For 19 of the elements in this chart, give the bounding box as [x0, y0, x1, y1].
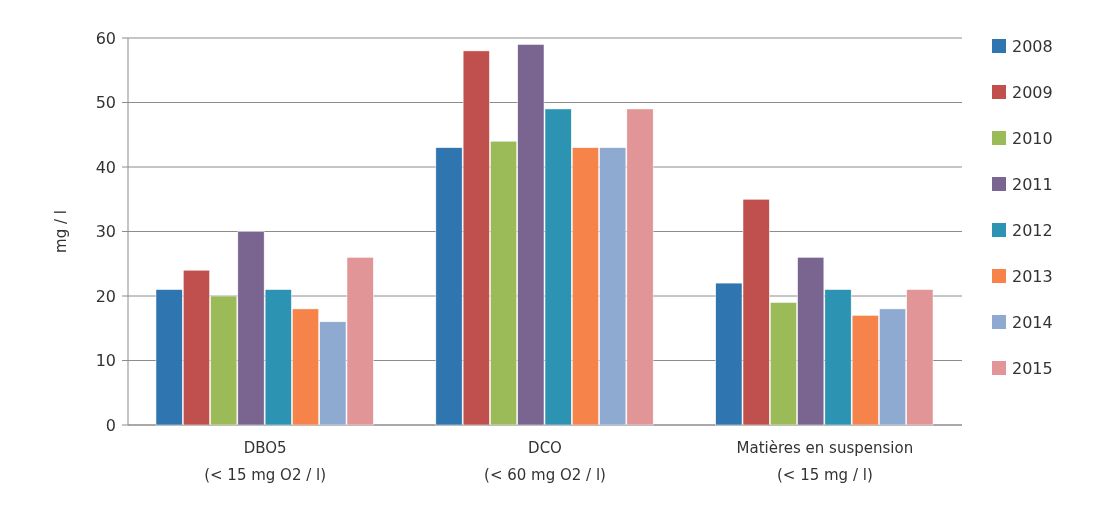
y-tick-label: 0 [105, 415, 116, 435]
legend-label: 2015 [1012, 358, 1053, 378]
legend-label: 2009 [1012, 82, 1053, 102]
y-tick-label: 50 [95, 93, 116, 113]
legend-label: 2008 [1012, 36, 1053, 56]
legend-label: 2012 [1012, 220, 1053, 240]
y-axis-title: mg / l [52, 210, 70, 253]
x-tick-label: DBO5 (< 15 mg O2 / l) [204, 439, 327, 484]
legend-label: 2011 [1012, 174, 1053, 194]
legend-label: 2014 [1012, 312, 1053, 332]
y-tick-label: 10 [95, 351, 116, 371]
legend-label: 2013 [1012, 266, 1053, 286]
y-tick-label: 60 [95, 28, 116, 48]
legend-label: 2010 [1012, 128, 1053, 148]
x-tick-label: Matières en suspension (< 15 mg / l) [736, 439, 914, 484]
y-tick-label: 30 [95, 222, 116, 242]
y-tick-label: 40 [95, 157, 116, 177]
x-tick-label: DCO (< 60 mg O2 / l) [484, 439, 606, 484]
y-tick-label: 20 [95, 286, 116, 306]
